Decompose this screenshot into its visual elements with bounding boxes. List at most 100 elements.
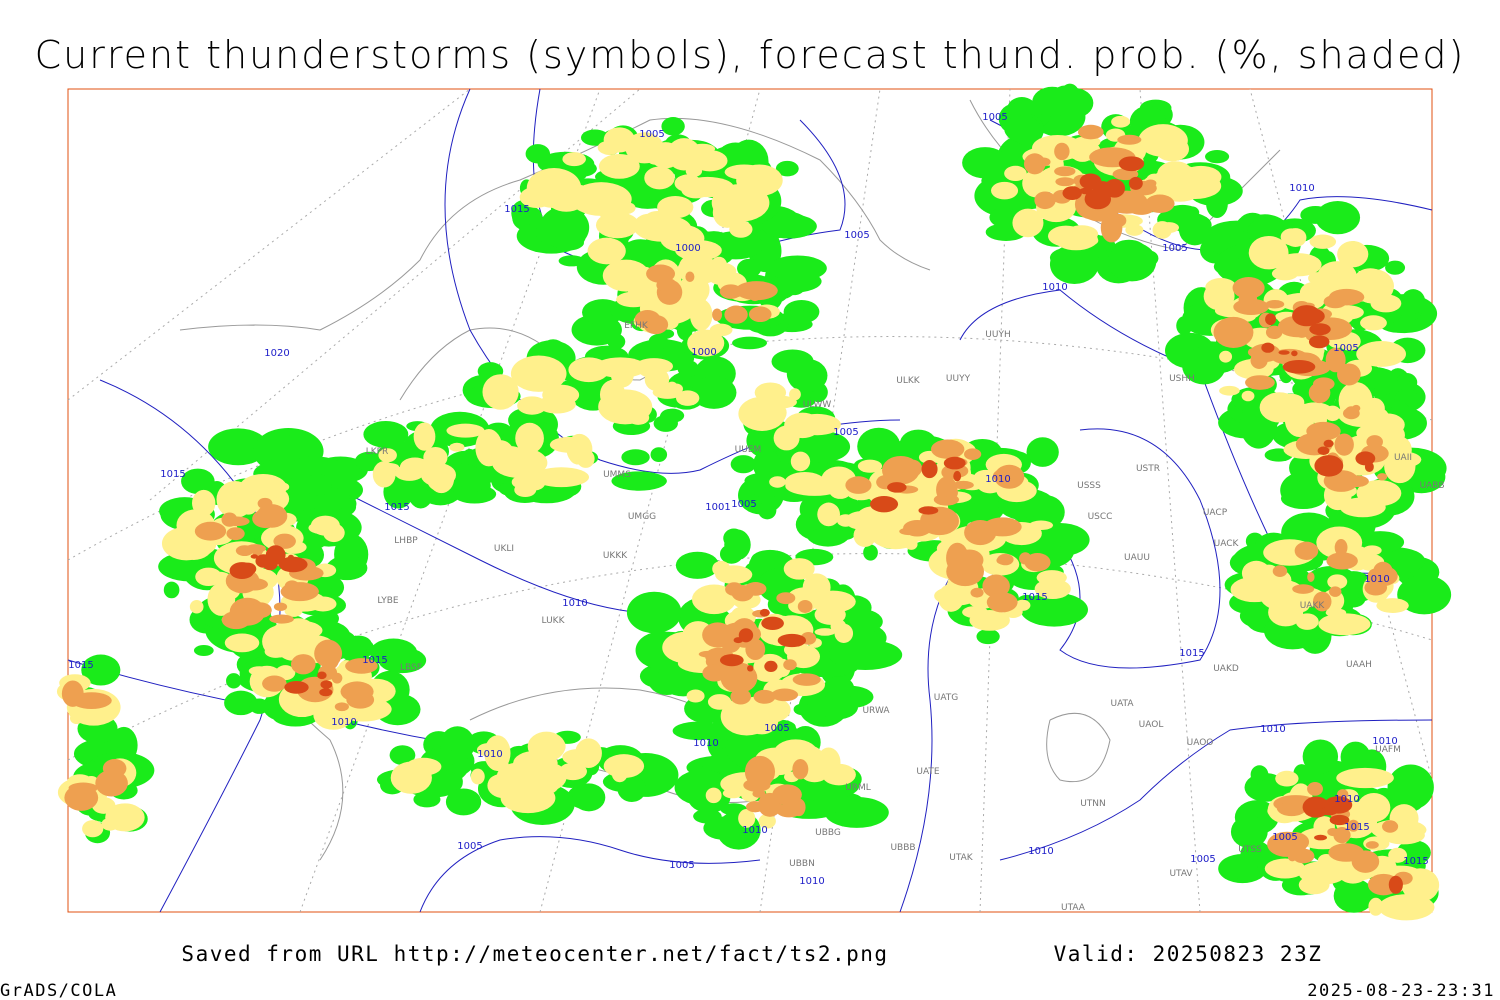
probability-blob bbox=[526, 168, 582, 209]
isobar-label: 1010 bbox=[1334, 794, 1359, 805]
probability-blob bbox=[598, 389, 653, 425]
probability-blob bbox=[789, 388, 801, 401]
probability-blob bbox=[996, 555, 1012, 565]
probability-blob bbox=[181, 468, 215, 494]
probability-blob bbox=[390, 761, 432, 794]
probability-blob bbox=[845, 476, 872, 494]
probability-blob bbox=[634, 358, 674, 375]
probability-blob bbox=[793, 413, 841, 436]
probability-blob bbox=[1128, 176, 1143, 190]
probability-blob bbox=[786, 358, 824, 390]
isobar-label: 1010 bbox=[1260, 724, 1285, 735]
probability-blob bbox=[1034, 191, 1056, 210]
station-code: UBBN bbox=[789, 859, 815, 869]
probability-blob bbox=[284, 680, 309, 694]
probability-blob bbox=[930, 439, 965, 459]
probability-blob bbox=[1055, 88, 1094, 118]
probability-blob bbox=[475, 429, 503, 467]
probability-blob bbox=[229, 562, 255, 580]
probability-blob bbox=[1378, 894, 1435, 921]
probability-blob bbox=[500, 446, 522, 457]
probability-blob bbox=[1385, 260, 1406, 275]
probability-blob bbox=[346, 690, 375, 709]
probability-blob bbox=[389, 745, 416, 765]
station-code: UUYY bbox=[946, 374, 971, 384]
probability-blob bbox=[423, 446, 448, 468]
station-code: UAOO bbox=[1187, 738, 1214, 748]
probability-blob bbox=[1328, 288, 1365, 306]
isobar-label: 1010 bbox=[1028, 846, 1053, 857]
probability-blob bbox=[95, 769, 128, 797]
station-code: USCC bbox=[1088, 512, 1113, 522]
probability-blob bbox=[1334, 538, 1348, 556]
probability-blob bbox=[1203, 282, 1235, 311]
probability-blob bbox=[320, 680, 333, 689]
station-code: UTNN bbox=[1080, 799, 1106, 809]
isobar-label: 1010 bbox=[331, 717, 356, 728]
probability-blob bbox=[725, 582, 744, 596]
map-title: Current thunderstorms (symbols), forecas… bbox=[35, 33, 1466, 77]
probability-blob bbox=[1360, 315, 1387, 331]
probability-blob bbox=[964, 519, 997, 546]
probability-blob bbox=[863, 544, 878, 561]
station-code: UABB bbox=[1419, 481, 1444, 491]
probability-blob bbox=[783, 659, 797, 671]
probability-blob bbox=[193, 645, 214, 657]
probability-blob bbox=[574, 186, 587, 196]
probability-blob bbox=[814, 628, 836, 636]
probability-blob bbox=[1333, 878, 1375, 913]
probability-blob bbox=[982, 574, 1010, 598]
probability-blob bbox=[738, 628, 754, 643]
station-code: UATA bbox=[1110, 699, 1134, 709]
probability-blob bbox=[1316, 261, 1358, 295]
probability-blob bbox=[1351, 850, 1380, 873]
probability-blob bbox=[378, 448, 397, 463]
probability-blob bbox=[1377, 473, 1388, 481]
probability-blob bbox=[962, 147, 1009, 179]
probability-blob bbox=[1241, 390, 1255, 402]
probability-blob bbox=[991, 181, 1019, 200]
probability-blob bbox=[1069, 233, 1099, 248]
probability-blob bbox=[677, 360, 699, 378]
probability-blob bbox=[1265, 313, 1277, 326]
probability-blob bbox=[953, 470, 962, 482]
probability-blob bbox=[946, 556, 985, 587]
isobar-label: 1010 bbox=[477, 749, 502, 760]
probability-blob bbox=[1306, 421, 1341, 441]
probability-blob bbox=[1138, 124, 1188, 157]
probability-blob bbox=[730, 688, 752, 705]
probability-blob bbox=[617, 775, 647, 802]
probability-blob bbox=[1230, 815, 1268, 849]
isobar-label: 1000 bbox=[675, 243, 700, 254]
probability-blob bbox=[758, 813, 776, 829]
probability-blob bbox=[902, 459, 923, 478]
probability-blob bbox=[728, 571, 749, 582]
isobar-label: 1010 bbox=[799, 876, 824, 887]
probability-blob bbox=[278, 556, 308, 573]
station-code: LBSF bbox=[400, 663, 422, 673]
probability-blob bbox=[1317, 446, 1330, 456]
probability-blob bbox=[249, 602, 272, 618]
probability-blob bbox=[1125, 224, 1144, 236]
probability-blob bbox=[772, 784, 802, 806]
probability-blob bbox=[413, 422, 436, 451]
probability-blob bbox=[657, 195, 694, 219]
probability-blob bbox=[817, 693, 859, 720]
probability-blob bbox=[1062, 186, 1082, 201]
probability-blob bbox=[255, 554, 272, 568]
probability-blob bbox=[1117, 134, 1142, 145]
probability-blob bbox=[1264, 858, 1306, 879]
probability-blob bbox=[1370, 294, 1402, 313]
probability-blob bbox=[1272, 565, 1288, 578]
probability-blob bbox=[964, 448, 982, 460]
station-code: UAII bbox=[1394, 453, 1412, 463]
probability-blob bbox=[1178, 213, 1211, 246]
probability-blob bbox=[730, 455, 757, 474]
probability-blob bbox=[1265, 299, 1285, 309]
probability-blob bbox=[272, 620, 323, 641]
station-code: ULKK bbox=[896, 376, 921, 386]
probability-blob bbox=[792, 673, 821, 686]
probability-blob bbox=[1281, 801, 1293, 810]
isobar-label: 1010 bbox=[693, 738, 718, 749]
probability-blob bbox=[745, 170, 762, 182]
